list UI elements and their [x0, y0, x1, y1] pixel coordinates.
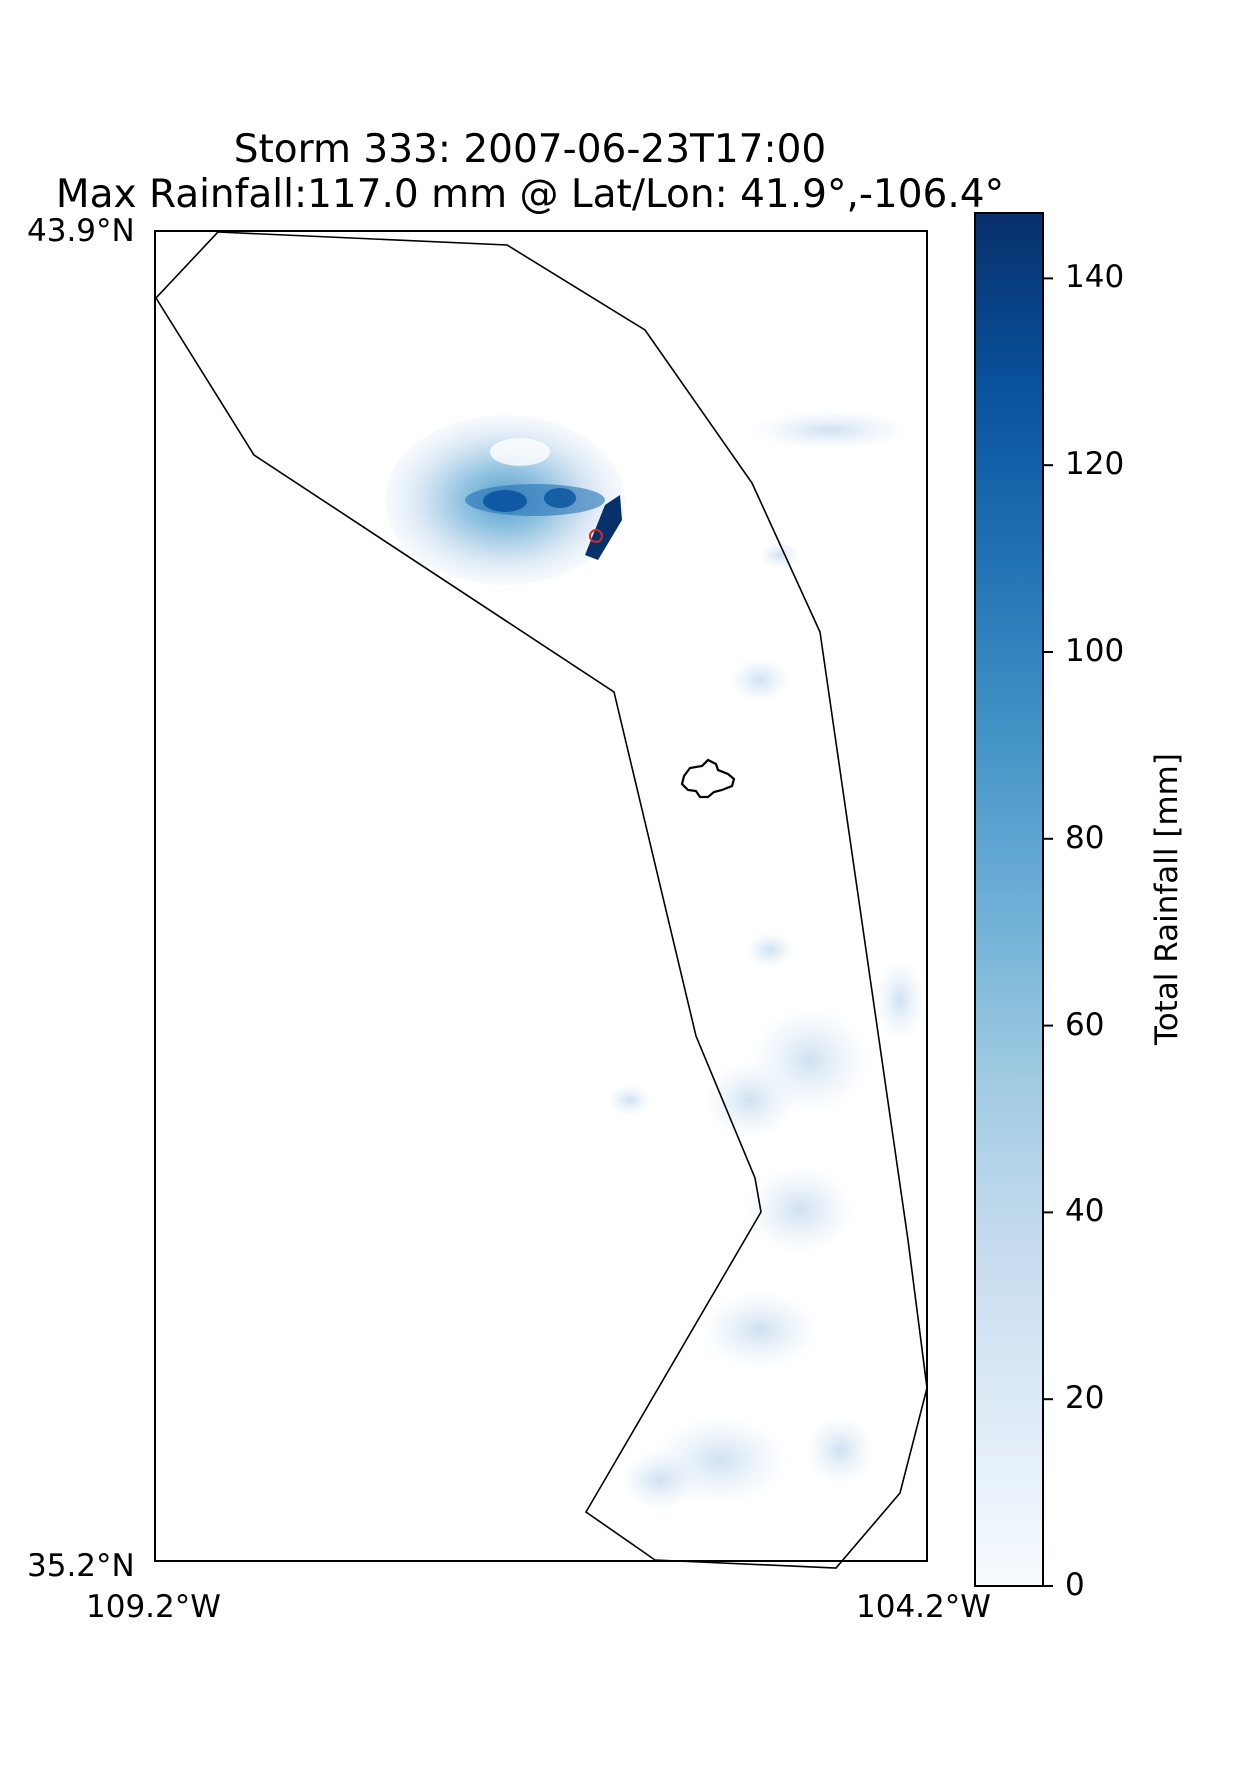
colorbar-label: Total Rainfall [mm] [1148, 753, 1185, 1045]
storm-max-core [585, 495, 622, 560]
colorbar-tick-label: 140 [1065, 259, 1125, 296]
colorbar [975, 213, 1043, 1586]
storm-core-1 [483, 490, 527, 512]
colorbar-tick-label: 40 [1065, 1193, 1105, 1230]
colorbar-tick-label: 120 [1065, 446, 1125, 483]
rain-speck [700, 1290, 820, 1370]
max-rainfall-marker [589, 529, 603, 543]
map-title-line-2: Max Rainfall:117.0 mm @ Lat/Lon: 41.9°,-… [55, 172, 1005, 217]
lon-right-label: 104.2°W [856, 1589, 991, 1625]
rain-speck [760, 541, 800, 569]
colorbar-tick-label: 0 [1065, 1567, 1085, 1603]
rain-speck [745, 932, 795, 968]
rain-speck [745, 1165, 855, 1255]
lon-left-label: 109.2°W [86, 1589, 221, 1625]
rain-speck [805, 1415, 875, 1485]
rain-speck [750, 410, 910, 450]
rainfall-field [385, 410, 925, 1510]
rain-speck [608, 1084, 652, 1116]
watershed-boundary [154, 231, 928, 1569]
rain-speck [620, 1450, 700, 1510]
map-frame [154, 230, 928, 1562]
colorbar-tick-label: 20 [1065, 1380, 1105, 1417]
rain-speck [730, 658, 790, 702]
rain-speck [705, 1060, 795, 1140]
colorbar-frame [974, 212, 1044, 1587]
lat-bottom-label: 35.2°N [27, 1548, 135, 1584]
storm-core-2 [544, 488, 576, 508]
lake-outline [680, 758, 736, 799]
rain-speck [875, 960, 925, 1040]
storm-gap [490, 438, 550, 466]
colorbar-tick-label: 60 [1065, 1006, 1105, 1043]
colorbar-ticks [1043, 277, 1053, 1587]
lat-top-label: 43.9°N [27, 213, 135, 249]
map-title-line-1: Storm 333: 2007-06-23T17:00 [233, 127, 827, 172]
colorbar-tick-label: 80 [1065, 819, 1105, 856]
colorbar-tick-label: 100 [1065, 632, 1125, 669]
